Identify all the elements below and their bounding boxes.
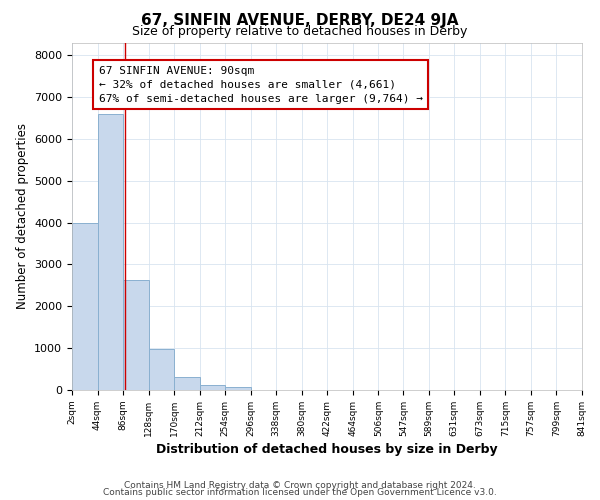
Bar bbox=[149, 350, 174, 390]
Text: 67 SINFIN AVENUE: 90sqm
← 32% of detached houses are smaller (4,661)
67% of semi: 67 SINFIN AVENUE: 90sqm ← 32% of detache… bbox=[99, 66, 423, 104]
Bar bbox=[174, 376, 200, 390]
Bar bbox=[200, 384, 225, 390]
Bar bbox=[123, 280, 149, 390]
X-axis label: Distribution of detached houses by size in Derby: Distribution of detached houses by size … bbox=[156, 443, 498, 456]
Text: Contains HM Land Registry data © Crown copyright and database right 2024.: Contains HM Land Registry data © Crown c… bbox=[124, 480, 476, 490]
Bar bbox=[225, 387, 251, 390]
Text: 67, SINFIN AVENUE, DERBY, DE24 9JA: 67, SINFIN AVENUE, DERBY, DE24 9JA bbox=[141, 12, 459, 28]
Text: Contains public sector information licensed under the Open Government Licence v3: Contains public sector information licen… bbox=[103, 488, 497, 497]
Text: Size of property relative to detached houses in Derby: Size of property relative to detached ho… bbox=[133, 25, 467, 38]
Bar bbox=[98, 114, 123, 390]
Y-axis label: Number of detached properties: Number of detached properties bbox=[16, 123, 29, 309]
Bar bbox=[72, 222, 98, 390]
